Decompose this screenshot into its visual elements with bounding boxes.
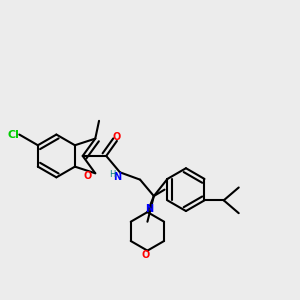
Text: N: N <box>145 204 153 214</box>
Text: O: O <box>84 171 92 181</box>
Text: O: O <box>142 250 150 260</box>
Text: Cl: Cl <box>8 130 19 140</box>
Text: N: N <box>113 172 121 182</box>
Text: O: O <box>113 131 121 142</box>
Text: H: H <box>110 170 116 179</box>
